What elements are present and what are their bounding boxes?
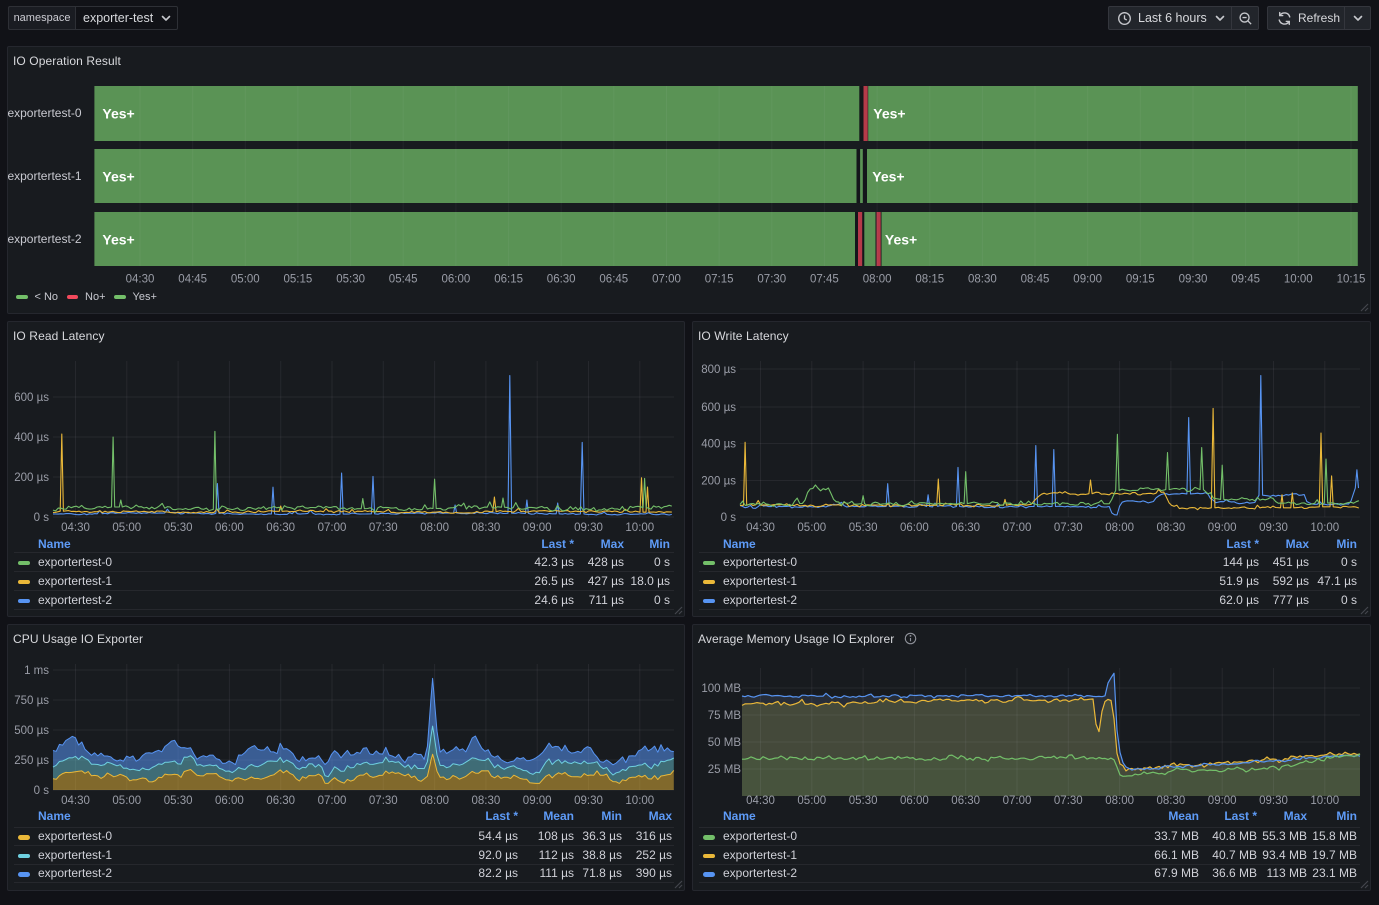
svg-text:07:30: 07:30 [757,274,786,286]
svg-text:10:00: 10:00 [625,795,654,807]
svg-text:06:00: 06:00 [442,274,471,286]
svg-text:06:30: 06:30 [951,522,980,534]
svg-text:08:00: 08:00 [1105,795,1134,807]
svg-text:200 µs: 200 µs [701,476,736,488]
svg-text:Yes+: Yes+ [885,232,917,248]
svg-text:Yes+: Yes+ [102,106,134,122]
svg-text:exportertest-2: exportertest-2 [7,232,81,246]
svg-text:50 MB: 50 MB [708,737,742,749]
svg-text:09:00: 09:00 [523,795,552,807]
svg-text:07:00: 07:00 [318,795,347,807]
svg-text:exportertest-0: exportertest-0 [7,106,81,120]
svg-text:25 MB: 25 MB [708,764,742,776]
svg-text:400 µs: 400 µs [14,432,49,444]
svg-text:800 µs: 800 µs [701,364,736,376]
svg-text:05:30: 05:30 [849,795,878,807]
svg-text:0 s: 0 s [721,512,737,524]
svg-text:exportertest-1: exportertest-1 [7,169,81,183]
svg-text:08:15: 08:15 [915,274,944,286]
svg-text:07:30: 07:30 [369,522,398,534]
svg-text:08:30: 08:30 [968,274,997,286]
svg-text:05:30: 05:30 [164,795,193,807]
svg-text:06:45: 06:45 [599,274,628,286]
svg-text:200 µs: 200 µs [14,472,49,484]
svg-text:09:30: 09:30 [1259,522,1288,534]
svg-text:04:30: 04:30 [746,522,775,534]
svg-text:06:15: 06:15 [494,274,523,286]
svg-text:Yes+: Yes+ [872,169,904,185]
svg-text:06:00: 06:00 [900,522,929,534]
svg-text:05:45: 05:45 [389,274,418,286]
svg-text:09:30: 09:30 [1179,274,1208,286]
svg-text:08:30: 08:30 [1157,522,1186,534]
svg-text:05:15: 05:15 [284,274,313,286]
svg-text:08:00: 08:00 [863,274,892,286]
svg-text:1 ms: 1 ms [24,665,49,677]
svg-text:09:30: 09:30 [574,522,603,534]
svg-text:07:00: 07:00 [318,522,347,534]
svg-text:07:00: 07:00 [1003,795,1032,807]
svg-text:06:30: 06:30 [266,795,295,807]
svg-text:05:00: 05:00 [231,274,260,286]
svg-text:04:45: 04:45 [178,274,207,286]
svg-text:75 MB: 75 MB [708,710,742,722]
svg-text:08:30: 08:30 [472,522,501,534]
svg-text:10:00: 10:00 [1310,795,1339,807]
svg-text:0 s: 0 s [34,785,50,797]
svg-text:600 µs: 600 µs [14,392,49,404]
svg-text:10:00: 10:00 [1284,274,1313,286]
svg-text:0 s: 0 s [34,512,50,524]
svg-text:08:00: 08:00 [420,522,449,534]
svg-text:07:30: 07:30 [1054,795,1083,807]
svg-text:Yes+: Yes+ [873,106,905,122]
svg-text:Yes+: Yes+ [102,232,134,248]
svg-text:04:30: 04:30 [126,274,155,286]
svg-text:09:30: 09:30 [1259,795,1288,807]
svg-text:10:00: 10:00 [1310,522,1339,534]
svg-text:07:45: 07:45 [810,274,839,286]
svg-text:06:00: 06:00 [900,795,929,807]
svg-text:06:00: 06:00 [215,795,244,807]
svg-text:06:30: 06:30 [266,522,295,534]
svg-text:10:00: 10:00 [625,522,654,534]
svg-text:07:30: 07:30 [1054,522,1083,534]
svg-text:09:00: 09:00 [1208,795,1237,807]
svg-text:10:15: 10:15 [1337,274,1366,286]
svg-text:09:30: 09:30 [574,795,603,807]
svg-text:07:00: 07:00 [1003,522,1032,534]
svg-text:250 µs: 250 µs [14,755,49,767]
svg-text:05:30: 05:30 [164,522,193,534]
svg-text:08:30: 08:30 [472,795,501,807]
svg-text:500 µs: 500 µs [14,725,49,737]
svg-text:07:00: 07:00 [652,274,681,286]
svg-text:08:45: 08:45 [1021,274,1050,286]
svg-text:600 µs: 600 µs [701,402,736,414]
svg-text:Yes+: Yes+ [102,169,134,185]
svg-text:05:30: 05:30 [336,274,365,286]
svg-text:06:30: 06:30 [951,795,980,807]
svg-text:09:45: 09:45 [1231,274,1260,286]
svg-text:05:00: 05:00 [112,795,141,807]
svg-text:07:30: 07:30 [369,795,398,807]
svg-text:04:30: 04:30 [61,795,90,807]
svg-text:09:00: 09:00 [523,522,552,534]
svg-text:04:30: 04:30 [61,522,90,534]
svg-text:400 µs: 400 µs [701,439,736,451]
svg-text:08:30: 08:30 [1157,795,1186,807]
svg-text:05:00: 05:00 [112,522,141,534]
svg-text:06:00: 06:00 [215,522,244,534]
svg-text:08:00: 08:00 [1105,522,1134,534]
svg-text:06:30: 06:30 [547,274,576,286]
svg-text:04:30: 04:30 [746,795,775,807]
svg-text:100 MB: 100 MB [701,683,741,695]
svg-text:05:00: 05:00 [797,522,826,534]
svg-text:750 µs: 750 µs [14,695,49,707]
svg-text:09:15: 09:15 [1126,274,1155,286]
svg-text:05:00: 05:00 [797,795,826,807]
svg-text:08:00: 08:00 [420,795,449,807]
svg-text:05:30: 05:30 [849,522,878,534]
svg-text:09:00: 09:00 [1073,274,1102,286]
svg-text:07:15: 07:15 [705,274,734,286]
svg-text:09:00: 09:00 [1208,522,1237,534]
